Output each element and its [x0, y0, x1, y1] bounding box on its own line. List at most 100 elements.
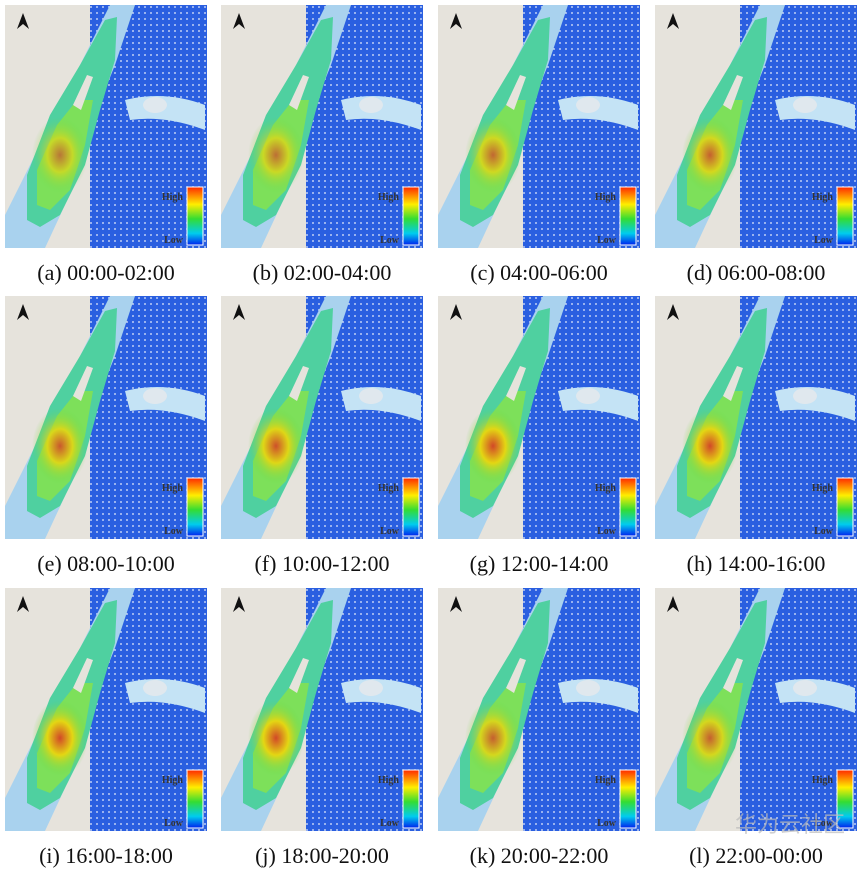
legend-bar	[836, 477, 854, 537]
panel-caption: (e) 08:00-10:00	[37, 551, 174, 576]
hotspot	[465, 408, 521, 484]
central-park	[506, 366, 526, 401]
panel-caption: (c) 04:00-06:00	[470, 260, 607, 285]
legend-high: High	[595, 192, 617, 203]
legend-high: High	[378, 192, 400, 203]
north-arrow	[667, 13, 679, 29]
map-panel: High Low (j) 18:00-20:00	[221, 588, 423, 868]
legend-bar	[186, 477, 204, 537]
north-arrow	[450, 13, 462, 29]
hotspot	[465, 700, 521, 776]
map-water	[793, 97, 817, 113]
legend-low: Low	[814, 526, 834, 537]
legend-low: Low	[597, 818, 617, 829]
map-panel: High Low (b) 02:00-04:00	[221, 5, 423, 285]
legend-bar	[619, 769, 637, 829]
central-park	[506, 75, 526, 110]
legend-high: High	[378, 483, 400, 494]
legend-high: High	[595, 483, 617, 494]
legend-high: High	[812, 483, 834, 494]
north-arrow	[667, 304, 679, 320]
central-park	[289, 75, 309, 110]
map-panel: High Low (k) 20:00-22:00	[438, 588, 640, 868]
map-panel: High Low (h) 14:00-16:00	[655, 296, 857, 576]
hotspot	[32, 117, 88, 193]
map-panel: High Low (c) 04:00-06:00	[438, 5, 640, 285]
panel-caption: (j) 18:00-20:00	[255, 843, 389, 868]
panel-caption: (g) 12:00-14:00	[470, 551, 609, 576]
map-water	[359, 680, 383, 696]
legend-bar	[619, 186, 637, 246]
map-water	[143, 388, 167, 404]
north-arrow	[450, 596, 462, 612]
panel-caption: (i) 16:00-18:00	[39, 843, 173, 868]
hotspot	[32, 700, 88, 776]
legend-low: Low	[164, 818, 184, 829]
legend-low: Low	[380, 818, 400, 829]
central-park	[723, 366, 743, 401]
central-park	[289, 366, 309, 401]
hotspot	[248, 117, 304, 193]
map-water	[793, 388, 817, 404]
legend-bar	[836, 769, 854, 829]
hotspot	[682, 700, 738, 776]
map-water	[793, 680, 817, 696]
legend-bar	[619, 477, 637, 537]
north-arrow	[667, 596, 679, 612]
map-panel: High Low (e) 08:00-10:00	[5, 296, 207, 576]
map-water	[576, 388, 600, 404]
legend-bar	[186, 186, 204, 246]
north-arrow	[450, 304, 462, 320]
hotspot	[682, 117, 738, 193]
north-arrow	[17, 596, 29, 612]
legend-low: Low	[164, 235, 184, 246]
legend-high: High	[378, 775, 400, 786]
legend-low: Low	[164, 526, 184, 537]
central-park	[289, 658, 309, 693]
map-panel: High Low (d) 06:00-08:00	[655, 5, 857, 285]
map-water	[143, 97, 167, 113]
panel-caption: (h) 14:00-16:00	[687, 551, 826, 576]
legend-low: Low	[380, 526, 400, 537]
panel-caption: (k) 20:00-22:00	[470, 843, 609, 868]
panel-caption: (f) 10:00-12:00	[254, 551, 389, 576]
legend-bar	[186, 769, 204, 829]
panel-caption: (b) 02:00-04:00	[253, 260, 392, 285]
central-park	[723, 658, 743, 693]
legend-low: Low	[814, 818, 834, 829]
map-water	[359, 388, 383, 404]
map-panel: High Low (f) 10:00-12:00	[221, 296, 423, 576]
north-arrow	[17, 304, 29, 320]
legend-bar	[402, 186, 420, 246]
north-arrow	[233, 13, 245, 29]
map-panel: High Low (a) 00:00-02:00	[5, 5, 207, 285]
legend-bar	[836, 186, 854, 246]
north-arrow	[233, 596, 245, 612]
hotspot	[465, 117, 521, 193]
legend-high: High	[812, 775, 834, 786]
hotspot	[248, 408, 304, 484]
legend-high: High	[162, 192, 184, 203]
central-park	[506, 658, 526, 693]
panel-caption: (d) 06:00-08:00	[687, 260, 826, 285]
map-water	[576, 680, 600, 696]
legend-high: High	[162, 483, 184, 494]
legend-high: High	[162, 775, 184, 786]
central-park	[73, 75, 93, 110]
watermark: 华为云社区	[735, 812, 845, 837]
legend-bar	[402, 769, 420, 829]
central-park	[723, 75, 743, 110]
panel-caption: (a) 00:00-02:00	[37, 260, 174, 285]
legend-high: High	[812, 192, 834, 203]
panel-caption: (l) 22:00-00:00	[689, 843, 823, 868]
central-park	[73, 366, 93, 401]
central-park	[73, 658, 93, 693]
hotspot	[248, 700, 304, 776]
north-arrow	[233, 304, 245, 320]
map-water	[143, 680, 167, 696]
hotspot	[32, 408, 88, 484]
map-water	[576, 97, 600, 113]
map-panel: High Low (g) 12:00-14:00	[438, 296, 640, 576]
legend-bar	[402, 477, 420, 537]
